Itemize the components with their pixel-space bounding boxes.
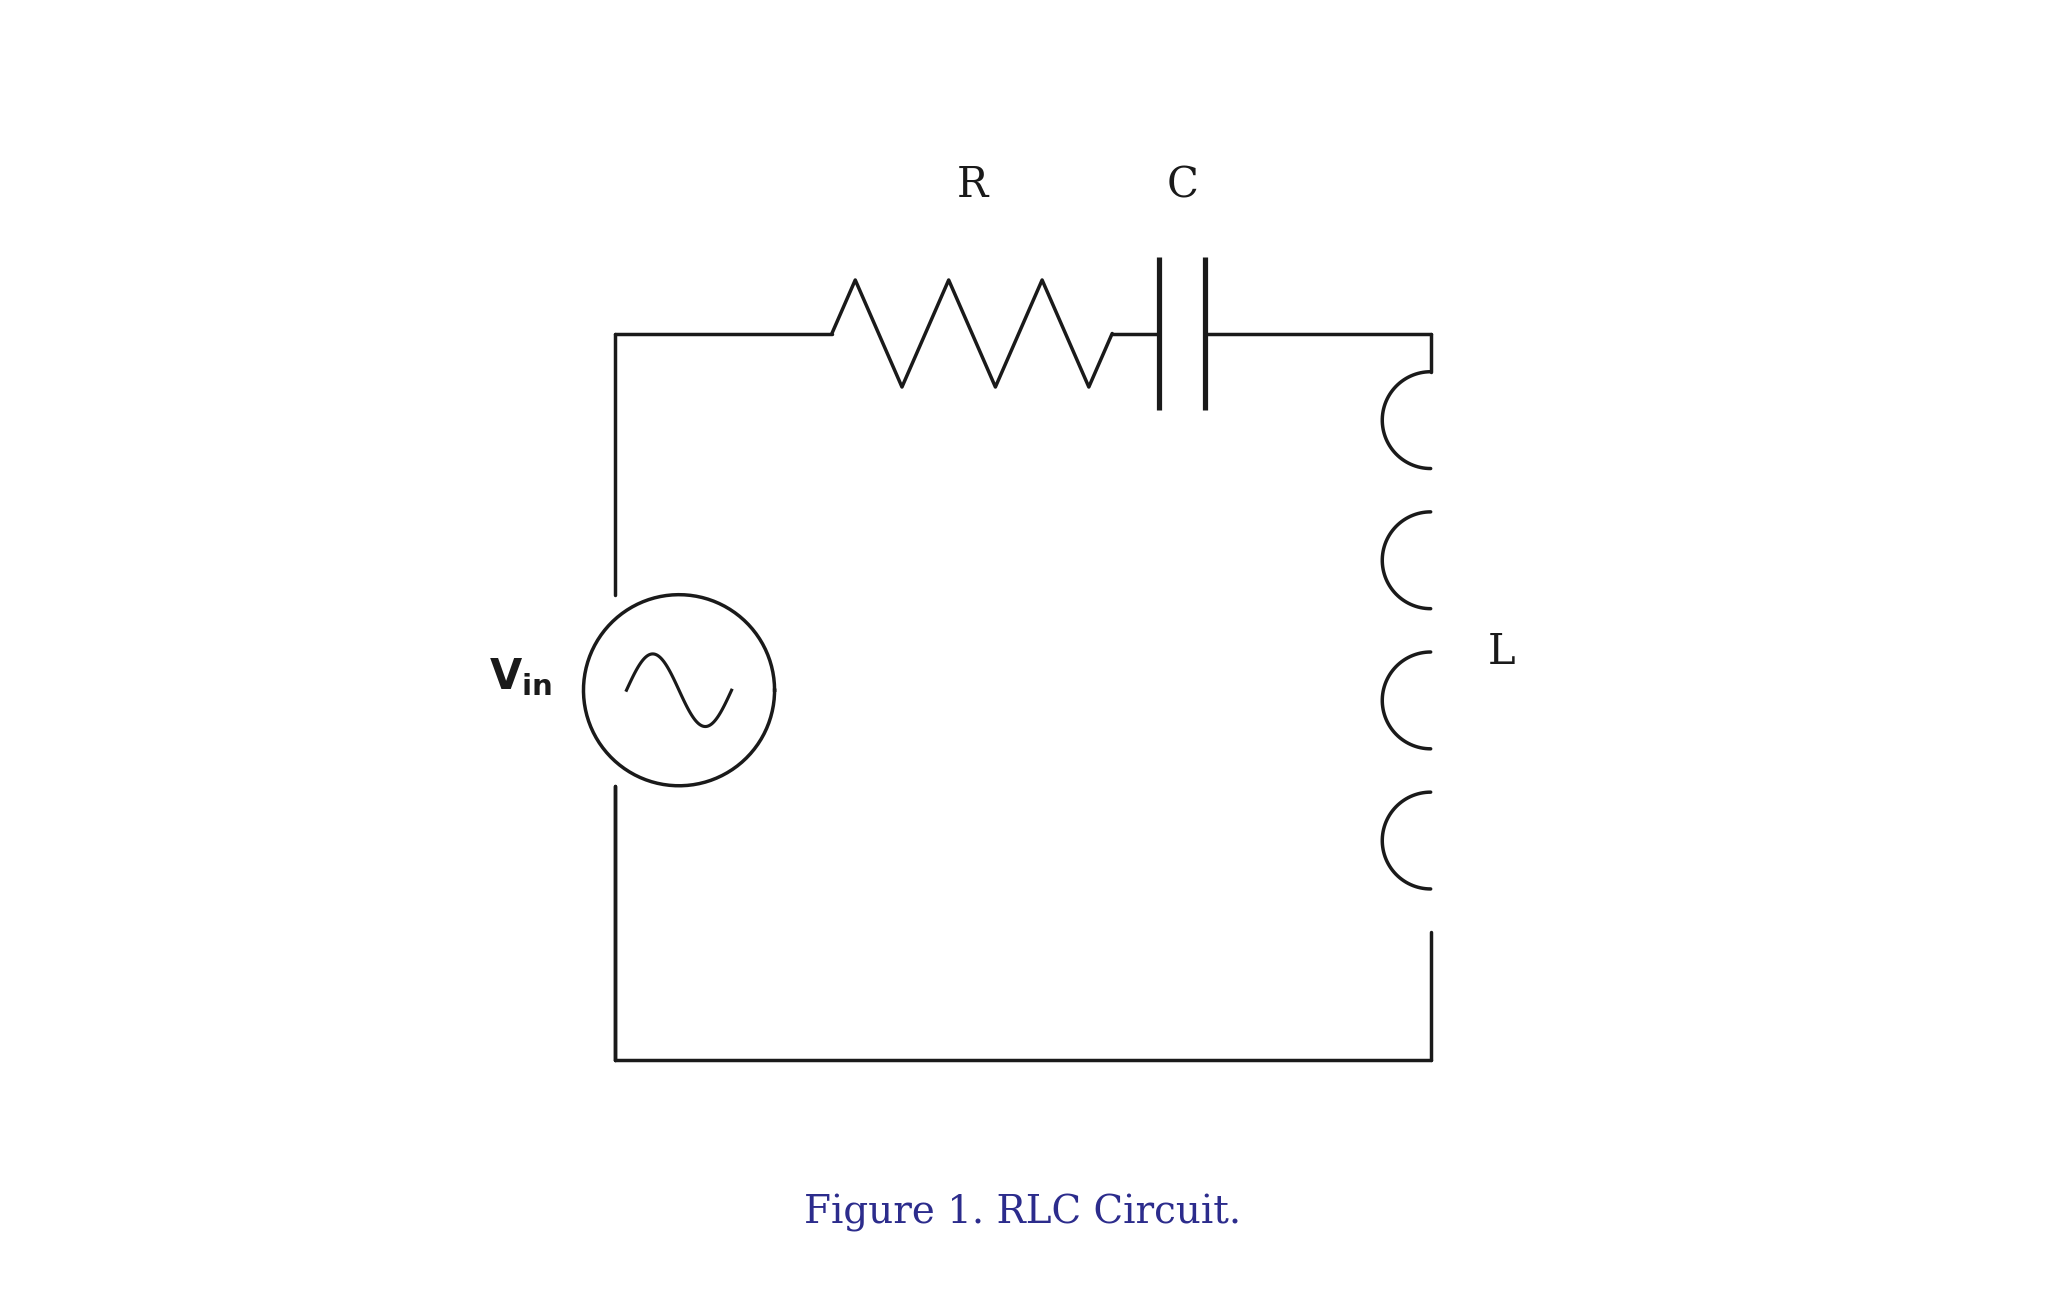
- Text: R: R: [955, 164, 988, 206]
- Text: C: C: [1166, 164, 1199, 206]
- Text: $\mathbf{V}_{\mathbf{in}}$: $\mathbf{V}_{\mathbf{in}}$: [489, 656, 552, 699]
- Text: L: L: [1487, 631, 1516, 673]
- Text: Figure 1. RLC Circuit.: Figure 1. RLC Circuit.: [804, 1193, 1242, 1231]
